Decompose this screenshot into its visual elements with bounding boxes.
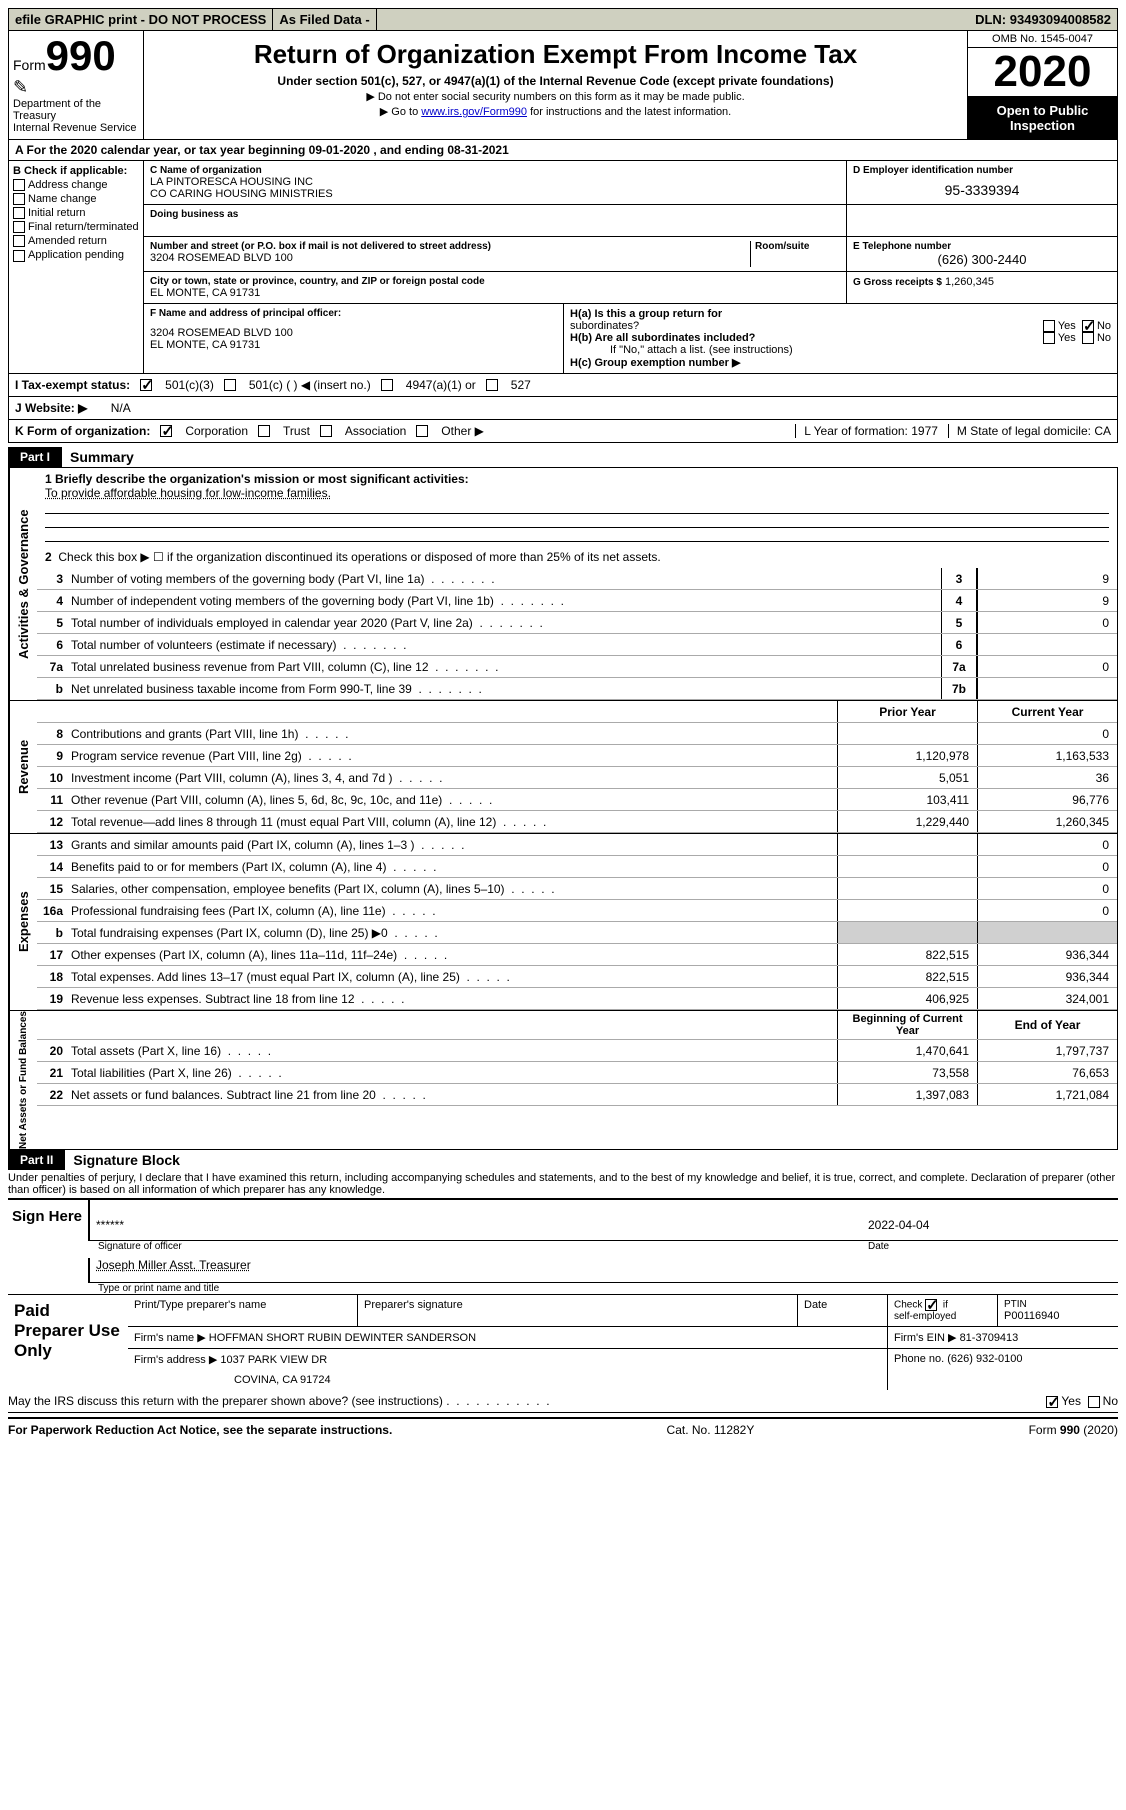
- fin-line: 11 Other revenue (Part VIII, column (A),…: [37, 789, 1117, 811]
- perjury-statement: Under penalties of perjury, I declare th…: [8, 1170, 1118, 1198]
- cb-name-change[interactable]: Name change: [13, 193, 139, 205]
- part1-header: Part I Summary: [8, 447, 1118, 467]
- as-filed-label: As Filed Data -: [273, 9, 376, 30]
- form-header: Form990 ✎ Department of the Treasury Int…: [8, 31, 1118, 140]
- cb-address-change[interactable]: Address change: [13, 179, 139, 191]
- street-address: 3204 ROSEMEAD BLVD 100: [150, 252, 750, 264]
- state-domicile: M State of legal domicile: CA: [948, 424, 1111, 438]
- gov-line: 7a Total unrelated business revenue from…: [37, 656, 1117, 678]
- cb-app-pending[interactable]: Application pending: [13, 249, 139, 261]
- cb-discuss-yes[interactable]: [1046, 1396, 1058, 1408]
- irs-link[interactable]: www.irs.gov/Form990: [421, 106, 527, 118]
- box-d-ein: D Employer identification number 95-3339…: [847, 161, 1117, 204]
- current-year-hdr: Current Year: [977, 701, 1117, 722]
- cb-amended[interactable]: Amended return: [13, 235, 139, 247]
- fin-line: 15 Salaries, other compensation, employe…: [37, 878, 1117, 900]
- row-j-website: J Website: ▶ N/A: [8, 397, 1118, 420]
- omb-number: OMB No. 1545-0047: [968, 31, 1117, 48]
- irs-label: Internal Revenue Service: [13, 122, 139, 134]
- cat-no: Cat. No. 11282Y: [667, 1423, 755, 1437]
- open-to-public: Open to Public Inspection: [968, 97, 1117, 139]
- cb-discuss-no[interactable]: [1088, 1396, 1100, 1408]
- gov-line: 6 Total number of volunteers (estimate i…: [37, 634, 1117, 656]
- box-b: B Check if applicable: Address change Na…: [9, 161, 144, 373]
- fin-line: 16a Professional fundraising fees (Part …: [37, 900, 1117, 922]
- dept-treasury: Department of the Treasury: [13, 98, 139, 122]
- box-c-name: C Name of organization LA PINTORESCA HOU…: [144, 161, 847, 204]
- gov-line: 4 Number of independent voting members o…: [37, 590, 1117, 612]
- section-net-assets: Net Assets or Fund Balances Beginning of…: [8, 1011, 1118, 1150]
- fin-line: 9 Program service revenue (Part VIII, li…: [37, 745, 1117, 767]
- section-revenue: Revenue Prior Year Current Year 8 Contri…: [8, 701, 1118, 834]
- fin-line: 17 Other expenses (Part IX, column (A), …: [37, 944, 1117, 966]
- fin-line: 13 Grants and similar amounts paid (Part…: [37, 834, 1117, 856]
- gov-line: 3 Number of voting members of the govern…: [37, 568, 1117, 590]
- box-h: H(a) Is this a group return for subordin…: [564, 304, 1117, 373]
- cb-final-return[interactable]: Final return/terminated: [13, 221, 139, 233]
- mission-statement: To provide affordable housing for low-in…: [45, 486, 331, 500]
- box-f-officer: F Name and address of principal officer:…: [144, 304, 564, 373]
- section-expenses: Expenses 13 Grants and similar amounts p…: [8, 834, 1118, 1011]
- box-g-receipts: G Gross receipts $ 1,260,345: [847, 272, 1117, 303]
- paid-preparer-block: Paid Preparer Use Only Print/Type prepar…: [8, 1294, 1118, 1390]
- fin-line: 19 Revenue less expenses. Subtract line …: [37, 988, 1117, 1010]
- sign-date: 2022-04-04: [868, 1200, 1118, 1240]
- row-k-org-form: K Form of organization: Corporation Trus…: [8, 420, 1118, 443]
- year-formation: L Year of formation: 1977: [795, 424, 938, 438]
- form-title: Return of Organization Exempt From Incom…: [152, 39, 959, 70]
- gov-line: 5 Total number of individuals employed i…: [37, 612, 1117, 634]
- prior-year-hdr: Prior Year: [837, 701, 977, 722]
- fin-line: b Total fundraising expenses (Part IX, c…: [37, 922, 1117, 944]
- efile-label: efile GRAPHIC print - DO NOT PROCESS: [9, 9, 273, 30]
- cb-501c3[interactable]: [140, 379, 152, 391]
- fin-line: 20 Total assets (Part X, line 16) . . . …: [37, 1040, 1117, 1062]
- ptin: P00116940: [1004, 1310, 1112, 1322]
- firm-address: 1037 PARK VIEW DR: [220, 1354, 327, 1366]
- fin-line: 10 Investment income (Part VIII, column …: [37, 767, 1117, 789]
- cb-initial-return[interactable]: Initial return: [13, 207, 139, 219]
- footer: For Paperwork Reduction Act Notice, see …: [8, 1417, 1118, 1437]
- firm-ein: 81-3709413: [960, 1332, 1019, 1344]
- section-governance: Activities & Governance 1 Briefly descri…: [8, 467, 1118, 701]
- dln: DLN: 93493094008582: [969, 9, 1117, 30]
- gov-line: b Net unrelated business taxable income …: [37, 678, 1117, 700]
- firm-name: HOFFMAN SHORT RUBIN DEWINTER SANDERSON: [209, 1332, 476, 1344]
- part2-header: Part II Signature Block: [8, 1150, 1118, 1170]
- signature-block: Sign Here ****** 2022-04-04 Signature of…: [8, 1198, 1118, 1294]
- fin-line: 21 Total liabilities (Part X, line 26) .…: [37, 1062, 1117, 1084]
- top-bar: efile GRAPHIC print - DO NOT PROCESS As …: [8, 8, 1118, 31]
- fin-line: 22 Net assets or fund balances. Subtract…: [37, 1084, 1117, 1106]
- box-e-phone: E Telephone number (626) 300-2440: [847, 237, 1117, 271]
- fin-line: 8 Contributions and grants (Part VIII, l…: [37, 723, 1117, 745]
- fin-line: 12 Total revenue—add lines 8 through 11 …: [37, 811, 1117, 833]
- city-state-zip: EL MONTE, CA 91731: [150, 287, 840, 299]
- fin-line: 14 Benefits paid to or for members (Part…: [37, 856, 1117, 878]
- officer-name: Joseph Miller Asst. Treasurer: [96, 1258, 1118, 1282]
- row-a-tax-year: A For the 2020 calendar year, or tax yea…: [8, 140, 1118, 161]
- tax-year: 2020: [968, 48, 1117, 97]
- firm-phone: (626) 932-0100: [947, 1353, 1022, 1365]
- identity-grid: B Check if applicable: Address change Na…: [8, 161, 1118, 374]
- discuss-row: May the IRS discuss this return with the…: [8, 1390, 1118, 1413]
- fin-line: 18 Total expenses. Add lines 13–17 (must…: [37, 966, 1117, 988]
- row-i-tax-status: I Tax-exempt status: 501(c)(3) 501(c) ( …: [8, 374, 1118, 397]
